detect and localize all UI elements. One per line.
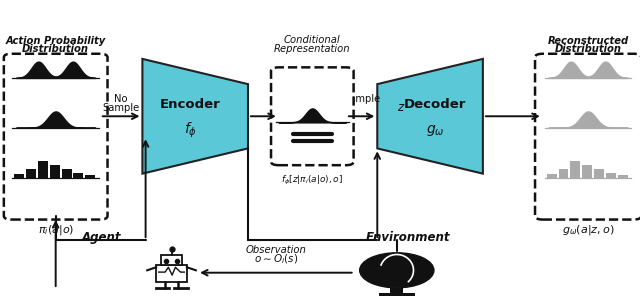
- Text: Representation: Representation: [274, 44, 351, 54]
- Bar: [50, 165, 60, 178]
- Text: Encoder: Encoder: [160, 98, 220, 111]
- Bar: [161, 255, 182, 265]
- Bar: [61, 169, 72, 178]
- Text: $g_\omega$: $g_\omega$: [426, 123, 444, 138]
- Text: Sample: Sample: [343, 94, 380, 104]
- Bar: [618, 175, 628, 178]
- Text: Distribution: Distribution: [22, 44, 89, 54]
- Bar: [390, 288, 403, 294]
- Bar: [38, 161, 48, 178]
- Bar: [547, 174, 557, 178]
- FancyBboxPatch shape: [535, 54, 640, 220]
- Text: $f_\phi[z|\pi_i(a|o), o]$: $f_\phi[z|\pi_i(a|o), o]$: [281, 174, 344, 187]
- Text: Decoder: Decoder: [404, 98, 467, 111]
- Text: Agent: Agent: [81, 230, 121, 244]
- Text: Environment: Environment: [366, 230, 451, 244]
- Text: Observation: Observation: [245, 245, 307, 255]
- Circle shape: [360, 253, 434, 288]
- Bar: [582, 165, 592, 178]
- Text: $g_\omega(a|z, o)$: $g_\omega(a|z, o)$: [562, 223, 614, 237]
- Text: $f_\phi$: $f_\phi$: [184, 121, 196, 140]
- Bar: [594, 169, 604, 178]
- Bar: [14, 174, 24, 178]
- Bar: [559, 169, 568, 178]
- Text: $\pi_i(a|o)$: $\pi_i(a|o)$: [38, 223, 74, 237]
- Bar: [85, 175, 95, 178]
- Text: $o{\sim}O_i(s)$: $o{\sim}O_i(s)$: [254, 252, 298, 266]
- Text: Sample: Sample: [102, 103, 140, 113]
- Bar: [570, 161, 580, 178]
- Polygon shape: [142, 59, 248, 174]
- Bar: [74, 173, 83, 178]
- Text: Conditional: Conditional: [284, 35, 340, 45]
- Bar: [26, 169, 36, 178]
- Polygon shape: [378, 59, 483, 174]
- Bar: [156, 265, 187, 282]
- Text: z: z: [397, 101, 403, 114]
- Text: Distribution: Distribution: [555, 44, 621, 54]
- Text: Action Probability: Action Probability: [6, 36, 106, 46]
- FancyBboxPatch shape: [271, 67, 354, 165]
- Text: No: No: [115, 94, 128, 104]
- Bar: [606, 173, 616, 178]
- Bar: [379, 293, 415, 296]
- FancyBboxPatch shape: [4, 54, 108, 220]
- Text: Reconstructed: Reconstructed: [548, 36, 628, 46]
